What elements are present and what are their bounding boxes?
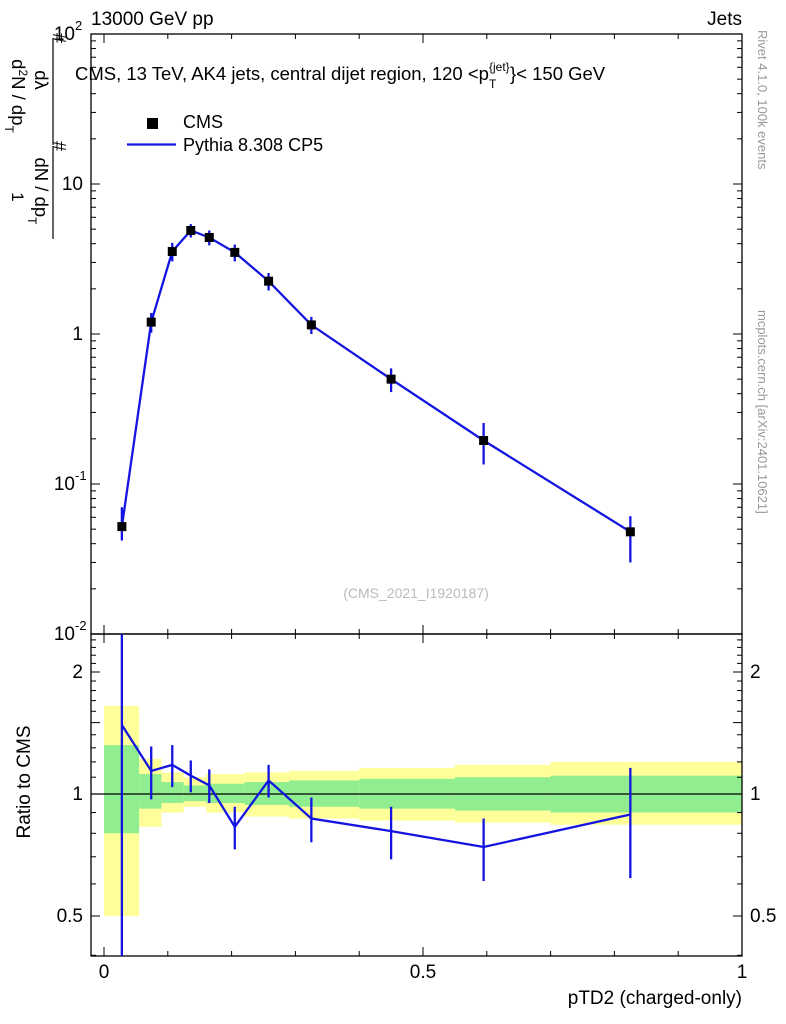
- svg-text:#: #: [49, 33, 69, 43]
- svg-text:Jets: Jets: [707, 9, 742, 30]
- svg-text:1: 1: [72, 784, 83, 805]
- svg-text:2: 2: [75, 18, 82, 33]
- svg-text:mcplots.cern.ch [arXiv:2401.10: mcplots.cern.ch [arXiv:2401.10621]: [755, 310, 770, 514]
- svg-text:1: 1: [8, 192, 27, 201]
- svg-text:0.5: 0.5: [57, 906, 83, 927]
- svg-text:pTD2 (charged-only): pTD2 (charged-only): [568, 988, 742, 1009]
- svg-text:0: 0: [99, 962, 110, 983]
- svg-text:-1: -1: [75, 468, 87, 483]
- svg-text:2: 2: [72, 662, 83, 683]
- svg-text:10: 10: [54, 474, 75, 495]
- svg-text:10: 10: [54, 624, 75, 645]
- svg-text:-2: -2: [75, 618, 87, 633]
- svg-text:#: #: [49, 141, 69, 151]
- svg-text:Ratio to CMS: Ratio to CMS: [14, 726, 35, 839]
- svg-text:2: 2: [750, 662, 761, 683]
- svg-text:T: T: [489, 77, 497, 91]
- svg-text:CMS, 13 TeV, AK4 jets, central: CMS, 13 TeV, AK4 jets, central dijet reg…: [75, 63, 489, 84]
- svg-text:10: 10: [62, 174, 83, 195]
- svg-text:dλ: dλ: [31, 70, 52, 90]
- svg-text:0.5: 0.5: [410, 962, 436, 983]
- svg-text:CMS: CMS: [183, 112, 223, 132]
- svg-text:13000 GeV pp: 13000 GeV pp: [91, 9, 214, 30]
- svg-text:0.5: 0.5: [750, 906, 776, 927]
- svg-text:}< 150 GeV: }< 150 GeV: [510, 63, 606, 84]
- svg-text:1: 1: [750, 784, 761, 805]
- svg-text:1: 1: [737, 962, 748, 983]
- svg-text:Rivet 4.1.0, 100k events: Rivet 4.1.0, 100k events: [755, 30, 770, 170]
- svg-text:Pythia 8.308 CP5: Pythia 8.308 CP5: [183, 135, 323, 155]
- svg-text:1: 1: [72, 324, 83, 345]
- svg-text:(CMS_2021_I1920187): (CMS_2021_I1920187): [343, 585, 489, 601]
- svg-text:{jet}: {jet}: [489, 60, 510, 74]
